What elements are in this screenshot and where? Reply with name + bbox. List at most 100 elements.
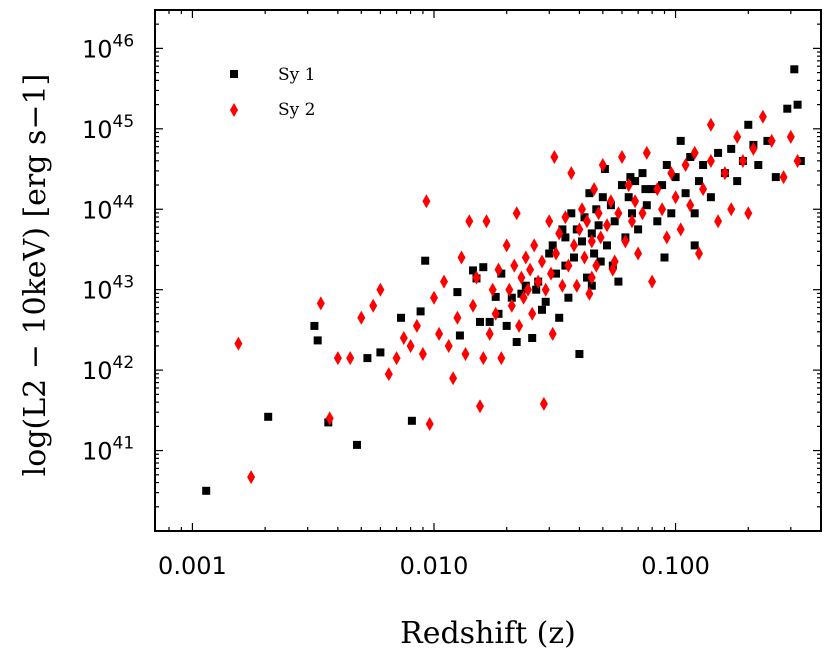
point-sy1 (583, 273, 591, 282)
point-sy2 (695, 246, 703, 261)
point-sy1 (596, 257, 605, 266)
point-sy1 (575, 350, 584, 358)
point-sy1 (754, 161, 763, 169)
point-sy2 (572, 278, 581, 293)
point-sy1 (202, 486, 211, 495)
point-sy2 (590, 182, 599, 197)
point-sy2 (517, 270, 526, 285)
point-sy1 (587, 281, 596, 290)
point-sy1 (641, 185, 650, 194)
point-sy2 (548, 326, 557, 341)
point-sy2 (469, 298, 477, 313)
point-sy1 (610, 217, 619, 226)
point-sy2 (512, 206, 521, 221)
point-sy2 (575, 222, 584, 237)
point-sy1 (310, 321, 319, 330)
point-sy1 (552, 269, 560, 278)
point-sy2 (435, 326, 444, 341)
legend-label-sy2: Sy 2 (278, 100, 315, 120)
point-sy2 (530, 238, 539, 253)
point-sy1 (538, 305, 546, 314)
point-sy2 (545, 214, 554, 229)
point-sy2 (631, 194, 640, 209)
point-sy2 (587, 270, 596, 285)
point-sy2 (642, 145, 651, 160)
point-sy2 (376, 282, 385, 297)
legend-marker-sy2 (230, 103, 238, 117)
point-sy2 (449, 371, 458, 386)
point-sy2 (440, 274, 448, 289)
point-sy1 (699, 161, 708, 169)
point-sy2 (596, 230, 605, 245)
point-sy2 (727, 202, 736, 217)
point-sy2 (733, 129, 742, 144)
point-sy1 (642, 201, 651, 210)
point-sy1 (548, 241, 557, 250)
point-sy1 (567, 209, 576, 218)
point-sy2 (488, 282, 497, 297)
point-sy2 (247, 470, 256, 485)
point-sy2 (699, 182, 708, 197)
point-sy1 (592, 205, 601, 214)
point-sy1 (706, 193, 715, 202)
point-sy2 (583, 214, 591, 229)
point-sy2 (502, 238, 511, 253)
point-sy1 (733, 177, 742, 186)
x-tick-labels: 0.001 0.010 0.100 (158, 552, 710, 580)
plot-frame (154, 9, 822, 532)
point-sy2 (425, 417, 434, 431)
point-sy1 (363, 354, 372, 363)
point-sy1 (653, 217, 662, 226)
point-sy2 (638, 206, 647, 221)
point-sy1 (541, 297, 550, 306)
point-sy2 (667, 166, 676, 181)
legend-label-sy1: Sy 1 (278, 65, 315, 85)
y-tick-label: 1045 (82, 112, 134, 144)
point-sy2 (541, 282, 550, 297)
point-sy1 (313, 336, 322, 345)
point-sy2 (453, 310, 462, 325)
point-sy2 (706, 117, 715, 132)
point-sy1 (580, 213, 589, 222)
point-sy2 (564, 258, 573, 273)
point-sy2 (793, 154, 802, 168)
point-sy1 (676, 136, 685, 145)
point-sy1 (353, 440, 361, 449)
point-sy2 (316, 296, 325, 311)
point-sy2 (608, 262, 617, 277)
point-sy1 (763, 136, 772, 145)
legend: Sy 1 Sy 2 (230, 65, 315, 120)
point-sy2 (578, 202, 586, 217)
point-sy2 (333, 351, 342, 366)
point-sy1 (714, 148, 723, 157)
point-sy2 (461, 347, 470, 361)
point-sy1 (476, 317, 484, 326)
point-sy1 (598, 193, 607, 202)
point-sy1 (628, 209, 636, 218)
point-sy1 (587, 229, 596, 238)
point-sy2 (744, 206, 753, 221)
point-sy1 (564, 293, 573, 302)
point-sy2 (422, 194, 431, 209)
point-sy2 (648, 274, 657, 289)
point-sy1 (681, 189, 690, 198)
point-sy1 (502, 321, 511, 330)
point-sy1 (507, 293, 516, 302)
point-sy2 (412, 318, 421, 333)
point-sy2 (628, 214, 636, 229)
point-sy2 (406, 339, 415, 353)
point-sy1 (561, 233, 570, 242)
point-sy2 (653, 182, 662, 197)
point-sy1 (469, 266, 477, 275)
point-sy1 (667, 209, 676, 218)
point-sy1 (264, 412, 273, 421)
point-sy2 (521, 250, 530, 265)
y-tick-labels: 1041 1042 1043 1044 1045 1046 (82, 31, 134, 465)
point-sy2 (519, 290, 528, 305)
point-sy2 (767, 133, 776, 148)
point-sy2 (528, 306, 537, 321)
point-sy2 (479, 351, 488, 366)
point-sy2 (585, 286, 594, 301)
point-sy1 (585, 189, 594, 198)
